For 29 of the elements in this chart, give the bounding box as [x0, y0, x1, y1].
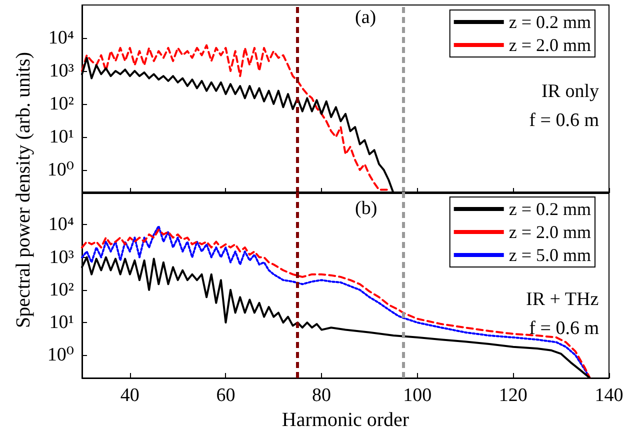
y-tick-label: 10²	[49, 93, 74, 114]
annotation: IR only	[541, 81, 600, 102]
y-tick-label: 10⁴	[48, 27, 74, 48]
y-tick-label: 10³	[49, 246, 74, 268]
legend-label: z = 2.0 mm	[508, 35, 592, 55]
x-tick-label: 140	[594, 385, 624, 406]
annotation: f = 0.6 m	[529, 110, 600, 131]
x-tick-label: 60	[216, 385, 236, 406]
y-tick-label: 10⁰	[47, 159, 74, 180]
x-tick-label: 120	[498, 385, 528, 406]
annotation: (a)	[355, 7, 376, 28]
annotation: (b)	[355, 198, 378, 219]
legend-label: z = 0.2 mm	[508, 199, 592, 219]
x-tick-label: 100	[403, 385, 432, 406]
y-tick-label: 10⁴	[48, 214, 74, 236]
y-axis-title: Spectral power density (arb. units)	[12, 52, 36, 328]
annotation: IR + THz	[526, 289, 599, 310]
y-tick-label: 10³	[49, 60, 74, 82]
annotation: f = 0.6 m	[529, 318, 600, 339]
legend-label: z = 0.2 mm	[508, 12, 592, 32]
y-tick-label: 10⁰	[47, 344, 74, 366]
y-tick-label: 10²	[49, 279, 74, 300]
x-axis-title: Harmonic order	[282, 409, 410, 431]
y-tick-label: 10¹	[49, 126, 74, 148]
legend-label: z = 2.0 mm	[508, 222, 592, 242]
x-tick-label: 80	[312, 385, 332, 406]
x-tick-label: 40	[120, 385, 140, 406]
legend-label: z = 5.0 mm	[508, 245, 592, 265]
y-tick-label: 10¹	[49, 312, 74, 334]
